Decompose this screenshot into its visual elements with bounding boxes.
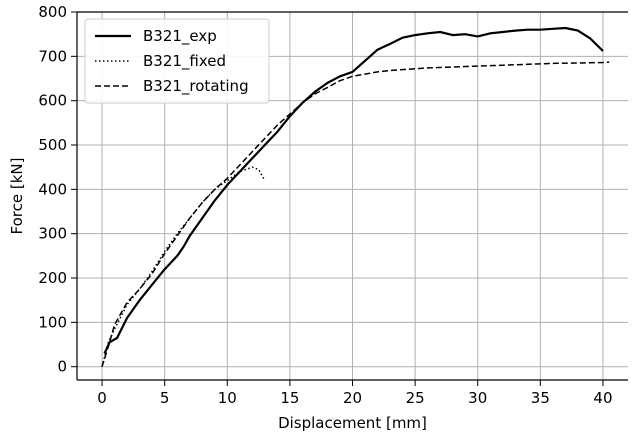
y-tick-label: 0 [57, 358, 67, 376]
series-line-B321_exp [103, 26, 604, 354]
y-tick-label: 500 [38, 136, 67, 154]
x-tick-label: 5 [160, 389, 170, 407]
y-tick-label: 200 [38, 269, 67, 287]
x-tick-label: 30 [468, 389, 487, 407]
x-tick-label: 25 [406, 389, 425, 407]
x-tick-label: 10 [218, 389, 237, 407]
ticks: 0 5 10 15 20 25 30 35 40010020030040050060070080… [38, 3, 612, 407]
series-line-B321_fixed [101, 166, 266, 367]
y-axis-label: Force [kN] [8, 158, 26, 235]
x-tick-label: 20 [343, 389, 362, 407]
legend-box [84, 18, 270, 104]
y-tick-label: 300 [38, 225, 67, 243]
y-tick-label: 600 [38, 92, 67, 110]
x-axis-label: Displacement [mm] [278, 414, 427, 432]
x-tick-label: 40 [593, 389, 612, 407]
legend: B321_exp B321_fixed B321_rotating [84, 18, 270, 104]
legend-label-B321_fixed: B321_fixed [143, 52, 226, 71]
y-tick-label: 100 [38, 313, 67, 331]
x-tick-label: 15 [280, 389, 299, 407]
x-tick-label: 0 [97, 389, 107, 407]
legend-label-B321_rotating: B321_rotating [143, 77, 249, 96]
series-line-B321_rotating [101, 61, 610, 367]
series-lines [101, 26, 610, 367]
y-tick-label: 700 [38, 47, 67, 65]
y-tick-label: 800 [38, 3, 67, 21]
legend-label-B321_exp: B321_exp [143, 27, 217, 46]
y-tick-label: 400 [38, 180, 67, 198]
x-tick-label: 35 [531, 389, 550, 407]
